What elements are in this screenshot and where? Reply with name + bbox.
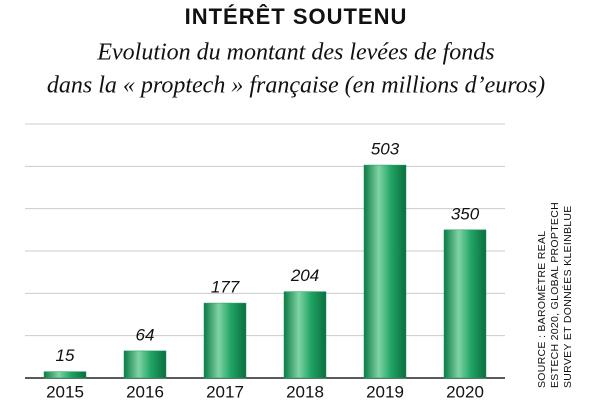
value-label: 204 bbox=[290, 266, 319, 285]
value-label: 350 bbox=[451, 204, 480, 223]
bar bbox=[443, 229, 487, 379]
x-tick-label: 2018 bbox=[286, 382, 324, 401]
value-label: 15 bbox=[56, 346, 75, 365]
value-label: 64 bbox=[136, 325, 155, 344]
bar bbox=[363, 164, 407, 379]
source: SURVEY ET DONNÉES KLEINBLUE bbox=[561, 205, 574, 388]
value-label: 503 bbox=[371, 140, 400, 159]
bar bbox=[43, 371, 87, 379]
bar bbox=[203, 302, 247, 379]
x-tick-label: 2017 bbox=[206, 382, 244, 401]
value-label: 177 bbox=[211, 278, 240, 297]
chart-title: INTÉRÊT SOUTENU bbox=[185, 4, 408, 29]
source: SOURCE : BAROMÈTRE REAL bbox=[535, 231, 548, 388]
bar bbox=[123, 350, 167, 379]
bar bbox=[283, 291, 327, 379]
source: ESTECH 2020, GLOBAL PROPTECH bbox=[549, 202, 561, 388]
x-tick-label: 2019 bbox=[366, 382, 404, 401]
subtitle: dans la « proptech » française (en milli… bbox=[47, 73, 545, 99]
x-tick-label: 2020 bbox=[446, 382, 484, 401]
x-tick-label: 2015 bbox=[46, 382, 84, 401]
x-tick-label: 2016 bbox=[126, 382, 164, 401]
subtitle: Evolution du montant des levées de fonds bbox=[96, 40, 494, 66]
